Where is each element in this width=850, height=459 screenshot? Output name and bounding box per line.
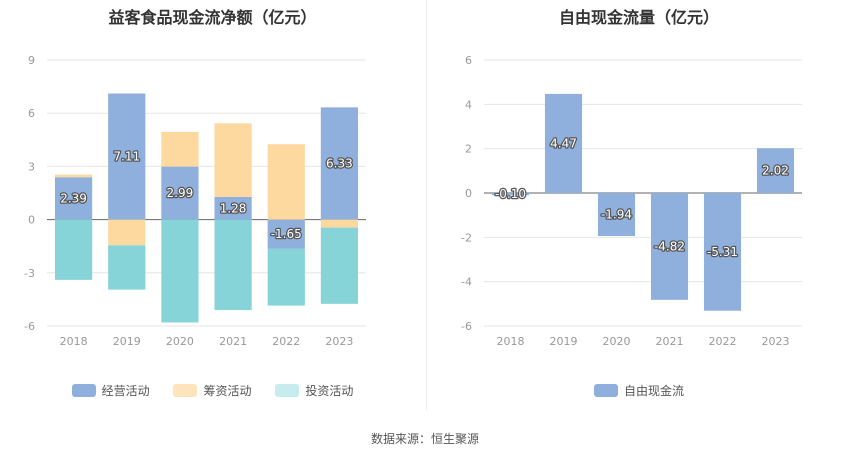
panel-divider: [426, 0, 427, 410]
y-tick-label: -6: [461, 320, 472, 333]
x-tick-label: 2018: [60, 335, 88, 348]
x-tick-label: 2023: [762, 335, 790, 348]
data-label: 6.33: [326, 156, 353, 170]
bar: [650, 193, 689, 300]
bar: [214, 196, 252, 220]
data-label: 1.28: [220, 201, 247, 215]
data-label: 4.47: [550, 136, 577, 150]
bar: [108, 219, 146, 246]
legend-item-investing[interactable]: 投资活动: [275, 382, 353, 399]
bar: [267, 144, 305, 220]
data-label: 2.02: [762, 164, 789, 178]
x-tick-label: 2022: [272, 335, 300, 348]
x-tick-label: 2019: [550, 335, 578, 348]
bar: [320, 107, 359, 220]
legend-item-free-cash-flow[interactable]: 自由现金流: [593, 382, 684, 399]
x-tick-label: 2018: [497, 335, 525, 348]
y-tick-label: 9: [28, 54, 35, 67]
cash-flow-chart: 9 6 3 0 -3 -6 2018 2.39 2019 7.11 2020 2.99 2021 1.28…: [24, 54, 366, 348]
y-tick-label: 0: [28, 214, 35, 227]
x-tick-label: 2020: [603, 335, 631, 348]
legend-label: 筹资活动: [203, 384, 252, 398]
data-label: -0.10: [495, 187, 526, 201]
bar: [161, 131, 199, 167]
bar: [54, 177, 93, 220]
legend-swatch: [71, 384, 96, 397]
y-tick-label: 6: [28, 107, 35, 120]
x-tick-label: 2020: [166, 335, 194, 348]
bar: [320, 219, 359, 228]
legend-item-financing[interactable]: 筹资活动: [173, 382, 252, 399]
y-tick-label: -4: [461, 276, 472, 289]
x-tick-label: 2021: [656, 335, 684, 348]
chart-title: 益客食品现金流净额（亿元）: [108, 8, 317, 27]
y-tick-label: 4: [465, 98, 472, 111]
free-cash-flow-chart: 6 4 2 0 -2 -4 -6 2018 -0.10 2019 4.47 2020 -1.94 2021…: [461, 54, 802, 348]
bar: [161, 219, 199, 323]
bar: [161, 166, 199, 220]
legend-swatch: [173, 384, 198, 397]
data-label: -5.31: [707, 245, 738, 259]
bar: [703, 193, 742, 311]
bar: [54, 219, 93, 280]
legend-swatch: [593, 384, 618, 397]
data-label: 2.99: [167, 186, 194, 200]
y-tick-label: -6: [24, 320, 35, 333]
y-tick-label: 3: [28, 160, 35, 173]
bar: [544, 93, 583, 193]
data-label: -1.94: [601, 208, 632, 222]
legend-item-operating[interactable]: 经营活动: [71, 382, 150, 399]
chart-title: 自由现金流量（亿元）: [558, 8, 719, 27]
data-source-note: 数据来源：恒生聚源: [370, 432, 479, 446]
bar: [54, 174, 93, 178]
right-chart-panel: 自由现金流量（亿元） 6 4 2 0 -2 -4 -6 2018 -0.10 2019 4.47 20…: [428, 0, 850, 410]
y-tick-label: -3: [24, 267, 35, 280]
bar: [756, 148, 795, 193]
bar: [597, 193, 636, 237]
bar: [108, 245, 146, 290]
data-label: 7.11: [113, 150, 140, 164]
bar: [320, 227, 359, 304]
y-tick-label: 2: [465, 143, 472, 156]
left-chart-panel: 益客食品现金流净额（亿元） 9 6 3 0 -3 -6 2018 2.39 2019 7.11 20…: [0, 0, 425, 410]
data-label: 2.39: [60, 191, 87, 205]
bar: [214, 123, 252, 197]
bar: [108, 93, 146, 220]
bar: [214, 219, 252, 311]
data-label: -4.82: [654, 239, 685, 253]
bar: [267, 248, 305, 306]
bar: [491, 193, 530, 196]
x-tick-label: 2021: [219, 335, 247, 348]
chart-legend: 经营活动 筹资活动 投资活动: [0, 382, 425, 400]
legend-label: 经营活动: [101, 384, 150, 398]
legend-swatch: [275, 384, 300, 397]
chart-legend: 自由现金流: [428, 382, 850, 400]
x-tick-label: 2023: [325, 335, 353, 348]
legend-label: 自由现金流: [623, 384, 684, 398]
y-tick-label: 0: [465, 187, 472, 200]
legend-label: 投资活动: [305, 384, 354, 398]
bar: [267, 219, 305, 249]
data-label: -1.65: [271, 227, 302, 241]
y-tick-label: -2: [461, 231, 472, 244]
y-tick-label: 6: [465, 54, 472, 67]
x-tick-label: 2019: [113, 335, 141, 348]
x-tick-label: 2022: [709, 335, 737, 348]
